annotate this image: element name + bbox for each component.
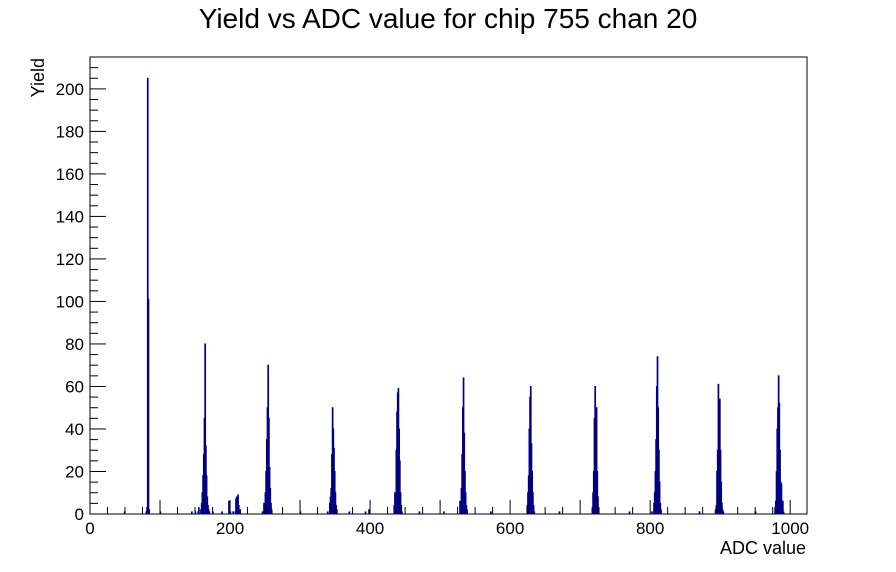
y-tick-label: 40 [65, 420, 84, 439]
histogram-bin [148, 509, 151, 515]
x-axis-ticks: 0 200 400 600 800 1000 [85, 500, 809, 538]
histogram-bin [221, 511, 223, 515]
y-tick-label: 0 [75, 505, 84, 524]
histogram-bin [326, 511, 329, 515]
histogram-bin [401, 511, 403, 515]
histogram-bin [418, 511, 421, 515]
histogram-bin [191, 511, 193, 515]
x-tick-label: 1000 [771, 519, 809, 538]
plot-frame [89, 56, 808, 515]
x-tick-label: 0 [85, 519, 94, 538]
histogram-bin [239, 509, 242, 515]
y-tick-label: 20 [65, 462, 84, 481]
histogram-bin [533, 511, 536, 515]
histogram-bin [597, 507, 600, 515]
histogram-bin [722, 511, 725, 515]
histogram-bin [782, 511, 785, 515]
histogram-bin [198, 507, 200, 515]
x-tick-label: 400 [356, 519, 384, 538]
histogram-bin [348, 511, 351, 515]
histogram-bin [228, 500, 230, 515]
y-axis-label: Yield [28, 58, 48, 97]
x-tick-label: 600 [496, 519, 524, 538]
histogram-bin [364, 511, 367, 515]
histogram-bin [208, 511, 211, 515]
histogram-bin [660, 509, 662, 515]
histogram-bin [335, 509, 338, 515]
y-tick-label: 80 [65, 335, 84, 354]
y-tick-label: 100 [56, 292, 84, 311]
x-tick-label: 800 [636, 519, 664, 538]
y-tick-label: 140 [56, 207, 84, 226]
y-tick-label: 200 [56, 80, 84, 99]
y-tick-label: 120 [56, 250, 84, 269]
histogram-bin [443, 511, 445, 515]
y-tick-label: 180 [56, 122, 84, 141]
histogram-bin [261, 511, 264, 515]
chart-title: Yield vs ADC value for chip 755 chan 20 [199, 3, 698, 34]
y-axis-ticks: 0 20 40 60 80 100 120 140 160 180 200 [56, 56, 106, 524]
histogram-bars [123, 77, 785, 515]
histogram-bin [651, 511, 653, 515]
y-tick-label: 60 [65, 377, 84, 396]
histogram-bin [466, 509, 468, 515]
histogram-bin [628, 511, 631, 515]
histogram-bin [232, 511, 235, 515]
histogram-bin [558, 511, 561, 515]
histogram-bin [368, 509, 370, 515]
x-tick-label: 200 [216, 519, 244, 538]
histogram-bin [147, 298, 150, 515]
x-axis-label: ADC value [720, 538, 806, 558]
histogram-bin [490, 511, 492, 515]
y-tick-label: 160 [56, 165, 84, 184]
histogram-bin [270, 509, 273, 515]
histogram-bin [698, 511, 701, 515]
